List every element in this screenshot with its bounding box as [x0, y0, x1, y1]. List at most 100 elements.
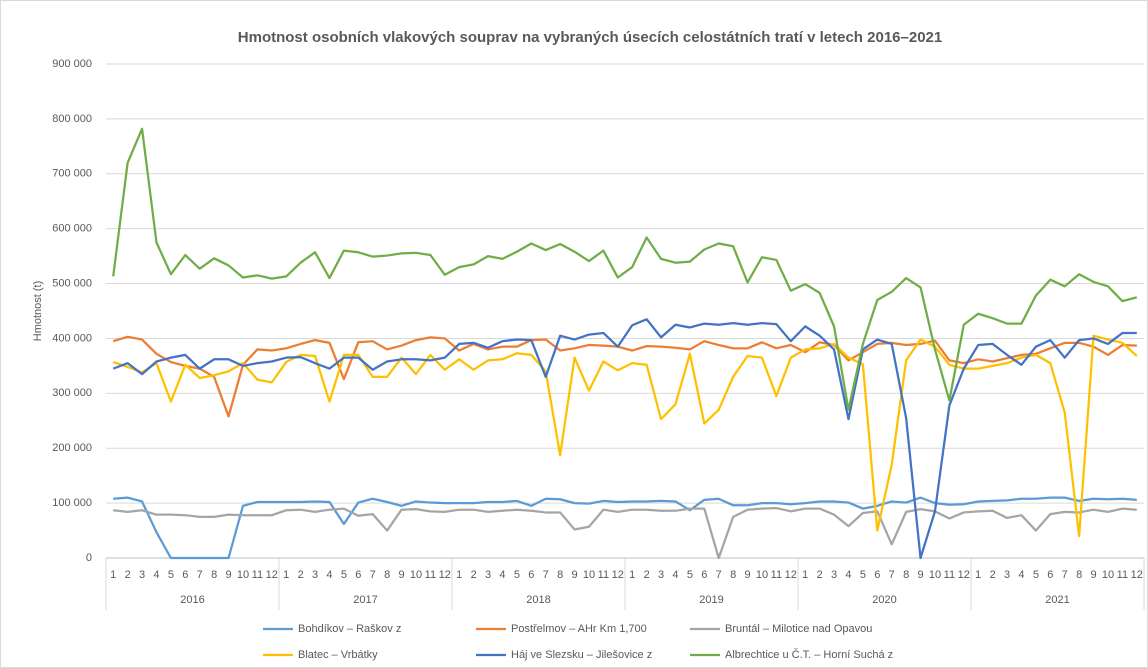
- y-axis-label: Hmotnost (t): [32, 281, 44, 342]
- x-tick-label: 10: [929, 569, 941, 581]
- x-tick-label: 11: [598, 569, 609, 581]
- x-tick-label: 10: [410, 569, 422, 581]
- legend-label: Blatec – Vrbátky: [298, 649, 378, 661]
- x-tick-label: 12: [785, 569, 797, 581]
- x-tick-label: 3: [139, 569, 145, 581]
- x-tick-label: 12: [266, 569, 278, 581]
- x-tick-label: 12: [1131, 569, 1143, 581]
- x-tick-label: 12: [958, 569, 970, 581]
- x-tick-label: 2: [125, 569, 131, 581]
- x-tick-label: 5: [860, 569, 866, 581]
- x-tick-label: 6: [182, 569, 188, 581]
- x-tick-label: 6: [1047, 569, 1053, 581]
- x-tick-label: 11: [252, 569, 263, 581]
- group-label: 2021: [1045, 594, 1069, 606]
- x-tick-label: 4: [499, 569, 505, 581]
- series-line: [112, 127, 1138, 411]
- series-line: [112, 318, 1137, 560]
- x-tick-label: 1: [456, 569, 462, 581]
- x-tick-label: 1: [110, 569, 116, 581]
- x-tick-label: 12: [439, 569, 451, 581]
- x-tick-label: 12: [612, 569, 624, 581]
- x-tick-label: 10: [237, 569, 249, 581]
- y-tick-label: 400 000: [52, 332, 92, 344]
- x-tick-label: 4: [153, 569, 159, 581]
- x-tick-label: 3: [658, 569, 664, 581]
- x-tick-label: 6: [355, 569, 361, 581]
- x-tick-label: 8: [1076, 569, 1082, 581]
- x-tick-label: 1: [802, 569, 808, 581]
- x-tick-label: 8: [903, 569, 909, 581]
- x-tick-label: 4: [326, 569, 332, 581]
- x-tick-label: 6: [874, 569, 880, 581]
- x-tick-label: 1: [629, 569, 635, 581]
- x-tick-label: 8: [211, 569, 217, 581]
- x-tick-label: 5: [341, 569, 347, 581]
- x-tick-label: 8: [557, 569, 563, 581]
- x-tick-label: 1: [283, 569, 289, 581]
- x-tick-label: 1: [975, 569, 981, 581]
- x-tick-label: 2: [990, 569, 996, 581]
- x-tick-label: 9: [398, 569, 404, 581]
- group-label: 2018: [526, 594, 550, 606]
- x-tick-label: 8: [384, 569, 390, 581]
- x-tick-label: 2: [817, 569, 823, 581]
- x-tick-label: 9: [917, 569, 923, 581]
- x-tick-label: 10: [756, 569, 768, 581]
- group-label: 2020: [872, 594, 896, 606]
- group-label: 2017: [353, 594, 377, 606]
- y-tick-label: 900 000: [52, 58, 92, 70]
- legend-label: Háj ve Slezsku – Jilešovice z: [511, 649, 652, 661]
- x-tick-label: 8: [730, 569, 736, 581]
- series-line: [113, 506, 1137, 560]
- x-tick-label: 5: [168, 569, 174, 581]
- group-label: 2016: [180, 594, 204, 606]
- x-tick-label: 9: [744, 569, 750, 581]
- legend-label: Bohdíkov – Raškov z: [298, 623, 401, 635]
- y-tick-label: 700 000: [52, 168, 92, 180]
- x-tick-label: 11: [1117, 569, 1128, 581]
- y-tick-label: 800 000: [52, 113, 92, 125]
- legend-label: Postřelmov – AHr Km 1,700: [511, 623, 647, 635]
- x-tick-label: 4: [672, 569, 678, 581]
- x-tick-label: 3: [831, 569, 837, 581]
- chart-title: Hmotnost osobních vlakových souprav na v…: [238, 29, 942, 46]
- x-tick-label: 6: [528, 569, 534, 581]
- x-tick-label: 2: [298, 569, 304, 581]
- x-tick-label: 4: [1018, 569, 1024, 581]
- x-tick-label: 11: [425, 569, 436, 581]
- x-tick-label: 5: [514, 569, 520, 581]
- x-tick-label: 7: [543, 569, 549, 581]
- x-tick-label: 3: [1004, 569, 1010, 581]
- x-tick-label: 11: [771, 569, 782, 581]
- x-tick-label: 10: [583, 569, 595, 581]
- group-label: 2019: [699, 594, 723, 606]
- x-tick-label: 5: [1033, 569, 1039, 581]
- y-tick-label: 600 000: [52, 223, 92, 235]
- x-tick-label: 9: [1090, 569, 1096, 581]
- x-tick-label: 10: [1102, 569, 1114, 581]
- legend-label: Bruntál – Milotice nad Opavou: [725, 623, 872, 635]
- y-tick-label: 100 000: [52, 497, 92, 509]
- x-tick-label: 9: [225, 569, 231, 581]
- x-tick-label: 2: [471, 569, 477, 581]
- y-tick-label: 300 000: [52, 387, 92, 399]
- series-line: [112, 335, 1137, 418]
- x-tick-label: 7: [716, 569, 722, 581]
- x-tick-label: 7: [197, 569, 203, 581]
- x-tick-label: 7: [889, 569, 895, 581]
- x-tick-label: 7: [370, 569, 376, 581]
- y-tick-label: 200 000: [52, 442, 92, 454]
- x-tick-label: 9: [571, 569, 577, 581]
- x-tick-label: 6: [701, 569, 707, 581]
- series-line: [113, 496, 1137, 560]
- x-tick-label: 7: [1062, 569, 1068, 581]
- legend-label: Albrechtice u Č.T. – Horní Suchá z: [725, 648, 893, 661]
- x-tick-label: 2: [644, 569, 650, 581]
- x-tick-label: 5: [687, 569, 693, 581]
- x-tick-label: 4: [845, 569, 851, 581]
- y-tick-label: 0: [86, 552, 92, 564]
- x-tick-label: 3: [485, 569, 491, 581]
